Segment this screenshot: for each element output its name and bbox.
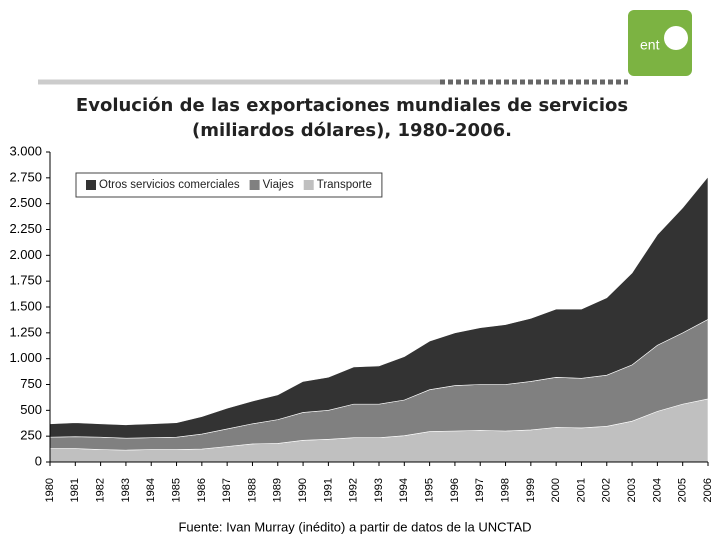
legend-swatch	[86, 180, 96, 190]
x-tick-label: 1981	[69, 478, 81, 502]
legend-label: Otros servicios comerciales	[99, 179, 240, 191]
x-tick-label: 1991	[322, 478, 334, 502]
x-tick-label: 1992	[348, 478, 360, 502]
x-tick-label: 1984	[145, 478, 157, 502]
y-tick-label: 250	[20, 428, 42, 443]
legend-box	[75, 172, 383, 198]
x-tick-label: 2000	[550, 478, 562, 502]
x-tick-label: 1989	[272, 478, 284, 502]
x-tick-label: 1998	[499, 478, 511, 502]
x-tick-label: 1980	[44, 478, 56, 502]
legend-swatch	[303, 180, 314, 190]
chart-title: Evolución de las exportaciones mundiales…	[76, 95, 628, 116]
source: Fuente: Ivan Murray (inédito) a partir d…	[178, 519, 531, 534]
y-tick-label: 2.750	[9, 169, 42, 184]
y-tick-label: 3.000	[9, 143, 42, 158]
x-tick-label: 2004	[651, 478, 663, 502]
area	[49, 175, 709, 439]
legend-label: Viajes	[263, 179, 294, 191]
x-tick-label: 1995	[424, 478, 436, 502]
x-tick-label: 1997	[474, 478, 486, 502]
logo-text: ent	[640, 37, 660, 53]
x-tick-label: 1985	[170, 478, 182, 502]
y-tick-label: 1.000	[9, 350, 42, 365]
x-tick-label: 1999	[525, 478, 537, 502]
x-tick-label: 2001	[575, 478, 587, 502]
x-tick-label: 1994	[398, 478, 410, 502]
x-tick-label: 2006	[702, 478, 714, 502]
legend-swatch	[249, 180, 260, 190]
y-tick-label: 0	[35, 453, 42, 468]
legend-label: Transporte	[317, 179, 372, 191]
x-tick-label: 1986	[196, 478, 208, 502]
y-tick-label: 500	[20, 402, 42, 417]
x-tick-label: 1983	[120, 478, 132, 502]
y-tick-label: 2.000	[9, 247, 42, 262]
y-tick-label: 1.750	[9, 273, 42, 288]
y-tick-label: 750	[20, 376, 42, 391]
y-tick-label: 2.500	[9, 195, 42, 210]
logo-icon	[664, 26, 688, 50]
x-tick-label: 1988	[246, 478, 258, 502]
y-tick-label: 1.500	[9, 298, 42, 313]
x-tick-label: 1993	[373, 478, 385, 502]
x-tick-label: 1987	[221, 478, 233, 502]
y-tick-label: 1.250	[9, 324, 42, 339]
x-tick-label: 1990	[297, 478, 309, 502]
x-tick-label: 1982	[95, 478, 107, 502]
x-tick-label: 1996	[449, 478, 461, 502]
x-tick-label: 2003	[626, 478, 638, 502]
x-tick-label: 2005	[677, 478, 689, 502]
chart-subtitle: (miliardos dólares), 1980-2006.	[192, 120, 512, 141]
y-tick-label: 2.250	[9, 221, 42, 236]
x-tick-label: 2002	[601, 478, 613, 502]
